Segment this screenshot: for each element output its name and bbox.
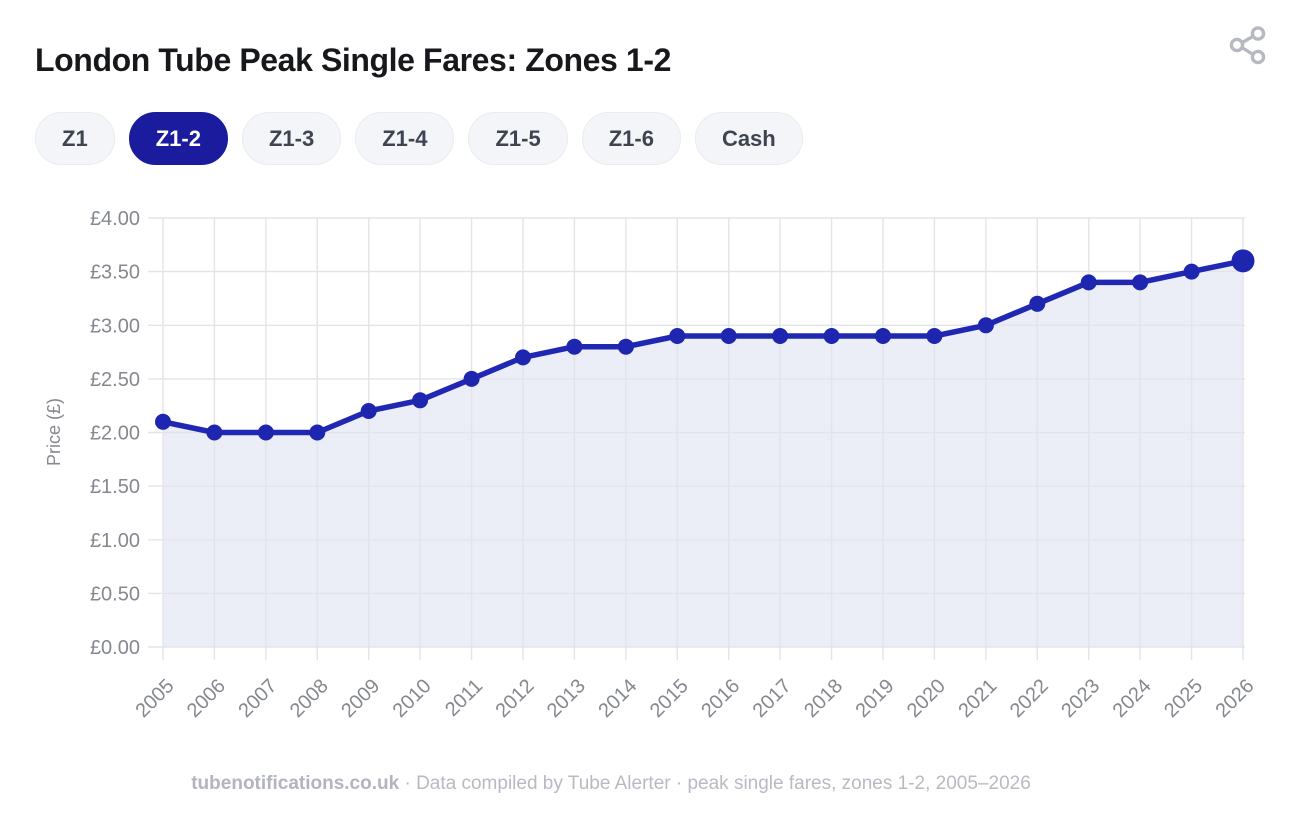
tab-z1[interactable]: Z1 [35, 112, 115, 165]
tab-z1-4[interactable]: Z1-4 [355, 112, 455, 165]
tab-z1-3[interactable]: Z1-3 [241, 112, 342, 165]
y-tick-label: £0.00 [90, 637, 140, 659]
x-tick-label: 2022 [1006, 675, 1053, 722]
attribution-text: · Data compiled by Tube Alerter · peak s… [399, 773, 1031, 794]
y-tick-label: £2.50 [90, 369, 140, 391]
zone-tabs: Z1 Z1-2 Z1-3 Z1-4 Z1-5 Z1-6 Cash [35, 112, 803, 165]
data-point[interactable] [412, 392, 429, 409]
x-tick-label: 2011 [441, 675, 487, 721]
fare-line [160, 258, 1246, 436]
x-tick-label: 2008 [286, 675, 333, 722]
y-tick-label: £3.00 [90, 315, 140, 337]
data-point[interactable] [617, 338, 634, 355]
y-tick-label: £1.50 [90, 476, 140, 498]
site-name: tubenotifications.co.uk [191, 773, 400, 794]
x-tick-label: 2006 [183, 675, 230, 722]
data-point[interactable] [669, 328, 686, 344]
x-tick-label: 2007 [234, 675, 281, 722]
x-tick-label: 2013 [543, 675, 590, 722]
x-tick-label: 2010 [389, 675, 436, 722]
y-tick-label: £4.00 [90, 208, 140, 230]
tab-z1-6[interactable]: Z1-6 [581, 112, 681, 165]
x-tick-label: 2019 [852, 675, 899, 722]
x-tick-label: 2016 [697, 675, 744, 722]
data-point[interactable] [772, 328, 789, 344]
share-button[interactable] [1228, 24, 1268, 66]
data-point[interactable] [875, 328, 891, 344]
data-point[interactable] [257, 424, 274, 441]
x-tick-label: 2023 [1057, 675, 1104, 722]
x-tick-label: 2026 [1212, 675, 1259, 722]
x-tick-label: 2009 [337, 675, 384, 722]
data-point[interactable] [463, 370, 480, 387]
data-point[interactable] [206, 424, 223, 441]
x-tick-label: 2021 [954, 675, 1001, 722]
data-point[interactable] [720, 328, 737, 344]
y-tick-label: £3.50 [90, 262, 140, 284]
data-point[interactable] [309, 424, 326, 441]
data-point[interactable] [823, 328, 840, 344]
data-point[interactable] [977, 317, 994, 334]
y-tick-label: £0.50 [90, 583, 140, 605]
tab-z1-2[interactable]: Z1-2 [128, 112, 228, 165]
x-tick-label: 2018 [800, 675, 847, 722]
x-tick-label: 2020 [903, 675, 950, 722]
data-point[interactable] [515, 349, 531, 366]
share-nodes-icon [1229, 26, 1266, 65]
x-tick-label: 2017 [749, 675, 796, 722]
data-point[interactable] [1183, 263, 1200, 280]
data-point[interactable] [926, 328, 943, 344]
fare-chart: £0.00 £0.50 £1.00 £1.50 £2.00 £2.50 £3.00 £3.50… [44, 208, 1259, 722]
y-tick-label: £2.00 [90, 423, 140, 445]
y-tick-label: £1.00 [90, 530, 140, 552]
x-tick-label: 2014 [594, 675, 641, 722]
x-tick-label: 2024 [1109, 675, 1156, 722]
data-point[interactable] [1132, 274, 1149, 291]
x-tick-label: 2012 [492, 675, 539, 722]
x-tick-label: 2025 [1160, 675, 1207, 722]
x-tick-label: 2015 [646, 675, 693, 722]
tab-cash[interactable]: Cash [694, 112, 803, 165]
area-fill [163, 260, 1243, 647]
x-tick-label: 2005 [132, 675, 179, 722]
page-title: London Tube Peak Single Fares: Zones 1-2 [35, 42, 671, 78]
y-axis-title: Price (£) [44, 398, 64, 466]
attribution-footer: tubenotifications.co.uk · Data compiled … [191, 773, 1031, 795]
data-point[interactable] [566, 338, 583, 355]
data-point[interactable] [155, 413, 171, 430]
data-point[interactable] [1029, 295, 1046, 312]
tab-z1-5[interactable]: Z1-5 [468, 112, 568, 165]
data-point[interactable] [1080, 274, 1097, 291]
data-point-latest[interactable] [1231, 249, 1255, 273]
data-point[interactable] [360, 403, 377, 419]
